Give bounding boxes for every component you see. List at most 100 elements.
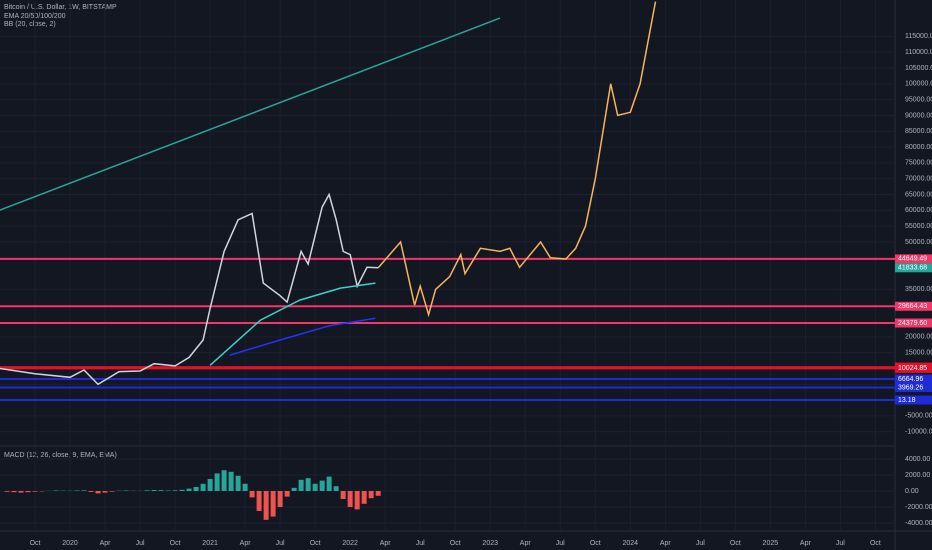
histogram-bar: [11, 491, 17, 493]
histogram-bar: [263, 491, 269, 520]
series-line: [0, 17, 501, 211]
level-label-text: 44649.49: [898, 256, 927, 263]
y-tick-label: 70000.00: [905, 176, 932, 183]
histogram-bar: [200, 483, 206, 491]
histogram-bar: [256, 491, 262, 511]
histogram-bar: [340, 491, 346, 499]
x-tick-label: Oct: [30, 540, 41, 547]
series-line: [377, 1, 657, 318]
y-tick-label: 2000.00: [905, 472, 930, 479]
level-label-text: 29664.43: [898, 303, 927, 310]
last-price-label: 41833.68: [895, 263, 932, 273]
histogram-bar: [221, 470, 227, 491]
x-tick-label: 2025: [763, 540, 779, 547]
level-label-bg: [895, 374, 932, 384]
y-tick-label: 110000.00: [905, 49, 932, 56]
x-tick-label: 2024: [622, 540, 638, 547]
level-label: 13.18: [895, 395, 932, 405]
last-price-bg: [895, 263, 932, 273]
histogram-bar: [102, 491, 108, 493]
series-line: [0, 192, 379, 386]
histogram-bar: [277, 491, 283, 507]
histogram-bar: [347, 491, 353, 507]
x-tick-label: Oct: [170, 540, 181, 547]
level-label-bg: [895, 318, 932, 328]
level-label-text: 3969.26: [898, 384, 923, 391]
x-tick-label: Apr: [100, 540, 112, 547]
y-tick-label: 95000.00: [905, 96, 932, 103]
level-label-bg: [895, 301, 932, 311]
y-tick-label: -2000.00: [905, 504, 932, 511]
histogram-bar: [158, 490, 164, 491]
chart-title: Bitcoin / U.S. Dollar, 1W, BITSTAMP: [4, 4, 117, 11]
y-tick-label: 60000.00: [905, 207, 932, 214]
level-label: 10024.85: [895, 363, 932, 373]
x-tick-label: Apr: [240, 540, 252, 547]
level-label: 3969.26: [895, 383, 932, 393]
level-label-text: 6664.96: [898, 376, 923, 383]
level-label-text: 13.18: [898, 397, 916, 404]
x-tick-label: Apr: [520, 540, 532, 547]
y-tick-label: 35000.00: [905, 286, 932, 293]
histogram-bar: [32, 491, 38, 492]
level-label-bg: [895, 363, 932, 373]
histogram-bar: [305, 478, 311, 491]
x-tick-label: Oct: [870, 540, 881, 547]
x-tick-label: Jul: [136, 540, 145, 547]
level-label-bg: [895, 383, 932, 393]
level-label-bg: [895, 395, 932, 405]
x-tick-label: 2022: [342, 540, 358, 547]
level-label: 29664.43: [895, 301, 932, 311]
y-tick-label: 115000.00: [905, 33, 932, 40]
y-tick-label: 55000.00: [905, 223, 932, 230]
level-label-text: 10024.85: [898, 365, 927, 372]
x-tick-label: Jul: [556, 540, 565, 547]
histogram-bar: [88, 491, 94, 492]
histogram-bar: [144, 490, 150, 491]
level-label-text: 24379.60: [898, 320, 927, 327]
y-tick-label: 80000.00: [905, 144, 932, 151]
level-label-bg: [895, 254, 932, 264]
histogram-bar: [193, 487, 199, 491]
x-tick-label: Apr: [800, 540, 812, 547]
histogram-bar: [326, 476, 332, 491]
histogram-bar: [375, 491, 381, 496]
histogram-bar: [81, 490, 87, 491]
y-tick-label: 0.00: [905, 488, 919, 495]
y-tick-label: -4000.00: [905, 520, 932, 527]
histogram-bar: [368, 491, 374, 499]
level-label: 44649.49: [895, 254, 932, 264]
x-tick-label: Apr: [380, 540, 392, 547]
histogram-bar: [18, 491, 24, 493]
y-tick-label: 20000.00: [905, 334, 932, 341]
histogram-bar: [186, 488, 192, 491]
x-tick-label: 2023: [482, 540, 498, 547]
histogram-bar: [4, 491, 10, 492]
histogram-bar: [312, 483, 318, 491]
x-tick-label: Jul: [276, 540, 285, 547]
y-tick-label: -5000.00: [905, 413, 932, 420]
histogram-bar: [242, 483, 248, 491]
histogram-bar: [179, 489, 185, 491]
histogram-bar: [109, 491, 115, 492]
last-price-text: 41833.68: [898, 265, 927, 272]
x-tick-label: Oct: [730, 540, 741, 547]
histogram-bar: [333, 486, 339, 491]
histogram-bar: [354, 491, 360, 510]
x-tick-label: 2020: [62, 540, 78, 547]
histogram-bar: [361, 491, 367, 504]
x-tick-label: 2021: [202, 540, 218, 547]
indicator-label: BB (20, close, 2): [4, 21, 56, 28]
histogram-bar: [172, 490, 178, 491]
histogram-bar: [151, 490, 157, 491]
x-tick-label: Oct: [310, 540, 321, 547]
series-line: [209, 282, 376, 366]
y-tick-label: 100000.00: [905, 81, 932, 88]
y-tick-label: 4000.00: [905, 456, 930, 463]
y-tick-label: 75000.00: [905, 160, 932, 167]
histogram-bar: [298, 479, 304, 491]
x-tick-label: Oct: [590, 540, 601, 547]
x-tick-label: Apr: [660, 540, 672, 547]
histogram-bar: [284, 491, 290, 497]
histogram-bar: [228, 471, 234, 491]
